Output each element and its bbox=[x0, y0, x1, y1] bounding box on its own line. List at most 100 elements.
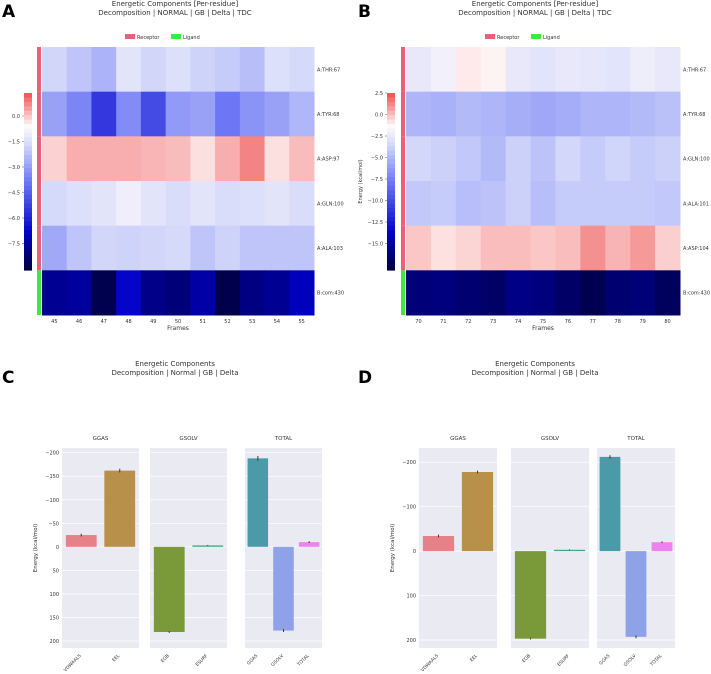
colorbar-segment bbox=[387, 194, 395, 200]
colorbar-segment bbox=[387, 181, 395, 187]
x-tick-label: EGB bbox=[521, 653, 532, 664]
colorbar-segment bbox=[387, 203, 395, 209]
row-label: A:TYR:68 bbox=[317, 112, 340, 118]
colorbar-segment bbox=[387, 159, 395, 165]
legend-label-ligand: Ligand bbox=[543, 35, 560, 41]
panel-label-a: A bbox=[2, 2, 16, 22]
x-tick-label: 55 bbox=[298, 319, 304, 325]
x-tick-label: 75 bbox=[540, 319, 546, 325]
colorbar-label: Energy (kcal/mol) bbox=[358, 159, 364, 203]
heat-cell bbox=[116, 47, 142, 93]
heatmap-subtitle: Decomposition | NORMAL | GB | Delta | TD… bbox=[98, 9, 252, 17]
y-tick-label: 50 bbox=[53, 568, 59, 574]
heat-cell bbox=[580, 270, 606, 316]
row-group-marker bbox=[401, 136, 405, 181]
colorbar-segment bbox=[387, 93, 395, 99]
heat-cell bbox=[630, 91, 656, 137]
heat-cell bbox=[605, 47, 631, 93]
heat-cell bbox=[406, 181, 432, 227]
heat-cell bbox=[66, 181, 92, 227]
row-group-marker bbox=[37, 91, 41, 137]
colorbar-segment bbox=[24, 199, 32, 205]
heat-cell bbox=[430, 47, 457, 93]
colorbar-tick-label: 2.5 bbox=[375, 91, 383, 97]
heat-cell bbox=[430, 225, 457, 271]
row-label: A:THR:67 bbox=[317, 67, 340, 73]
row-label: B:com:430 bbox=[317, 291, 344, 297]
x-tick-label: 46 bbox=[76, 319, 82, 325]
colorbar-tick-label: −12.5 bbox=[368, 220, 383, 226]
heat-cell bbox=[480, 136, 507, 182]
heat-cell bbox=[630, 136, 656, 182]
x-tick-label: EEL bbox=[469, 653, 479, 663]
colorbar-segment bbox=[24, 159, 32, 165]
heat-cell bbox=[42, 181, 68, 227]
heat-cell bbox=[66, 47, 92, 93]
heat-cell bbox=[655, 91, 681, 137]
x-tick-label: EGB bbox=[160, 653, 171, 664]
row-group-marker bbox=[37, 270, 41, 315]
heat-cell bbox=[505, 91, 532, 137]
heat-cell bbox=[190, 181, 216, 227]
colorbar-tick-label: 0.0 bbox=[12, 114, 20, 120]
y-axis-label: Energy (kcal/mol) bbox=[33, 524, 39, 573]
colorbar-segment bbox=[24, 190, 32, 196]
colorbar-segment bbox=[24, 265, 32, 271]
heat-cell bbox=[455, 270, 482, 316]
bar bbox=[298, 542, 320, 547]
legend-label-receptor: Receptor bbox=[137, 35, 160, 41]
y-tick-label: 150 bbox=[49, 615, 59, 621]
heat-cell bbox=[455, 136, 482, 182]
heat-cell bbox=[165, 181, 191, 227]
heat-cell bbox=[289, 91, 315, 137]
x-tick-label: GSOLV bbox=[623, 653, 638, 668]
row-label: A:ASP:104 bbox=[683, 246, 709, 252]
colorbar-segment bbox=[24, 221, 32, 227]
heat-cell bbox=[655, 47, 681, 93]
colorbar-segment bbox=[24, 216, 32, 222]
x-tick-label: GGAS bbox=[598, 653, 611, 666]
colorbar-segment bbox=[387, 101, 395, 107]
heat-cell bbox=[430, 91, 457, 137]
x-tick-label: GSOLV bbox=[270, 653, 285, 668]
x-tick-label: 76 bbox=[565, 319, 571, 325]
colorbar-tick-label: −6.0 bbox=[8, 216, 20, 222]
legend-label-receptor: Receptor bbox=[497, 35, 520, 41]
y-axis-label: Energy (kcal/mol) bbox=[390, 524, 396, 573]
heat-cell bbox=[66, 91, 92, 137]
panel-label-d: D bbox=[358, 368, 372, 388]
colorbar-segment bbox=[24, 225, 32, 231]
heat-cell bbox=[555, 181, 581, 227]
heat-cell bbox=[215, 136, 241, 182]
colorbar-segment bbox=[387, 247, 395, 253]
colorbar-segment bbox=[387, 137, 395, 143]
x-tick-label: VDWAALS bbox=[63, 653, 83, 673]
bar bbox=[625, 551, 647, 637]
colorbar-segment bbox=[387, 190, 395, 196]
colorbar-segment bbox=[387, 168, 395, 174]
heat-cell bbox=[190, 270, 216, 316]
heat-cell bbox=[605, 91, 631, 137]
heat-cell bbox=[116, 181, 142, 227]
row-label: A:GLN:100 bbox=[683, 157, 710, 163]
colorbar-tick-label: −7.5 bbox=[371, 177, 383, 183]
colorbar-tick-label: −15.0 bbox=[368, 242, 383, 248]
bar bbox=[104, 470, 136, 547]
colorbar-segment bbox=[24, 194, 32, 200]
heat-cell bbox=[264, 225, 290, 271]
colorbar-segment bbox=[387, 154, 395, 160]
heat-cell bbox=[264, 270, 290, 316]
colorbar-tick-label: −5.0 bbox=[371, 156, 383, 162]
colorbar-segment bbox=[24, 137, 32, 143]
colorbar-segment bbox=[24, 168, 32, 174]
heat-cell bbox=[165, 270, 191, 316]
y-tick-label: 200 bbox=[49, 639, 59, 645]
colorbar-segment bbox=[387, 123, 395, 129]
row-label: A:ASP:97 bbox=[317, 157, 340, 163]
heat-cell bbox=[42, 136, 68, 182]
row-label: A:TYR:68 bbox=[683, 112, 706, 118]
heat-cell bbox=[190, 47, 216, 93]
heat-cell bbox=[530, 270, 556, 316]
heat-cell bbox=[239, 136, 266, 182]
heat-cell bbox=[42, 47, 68, 93]
